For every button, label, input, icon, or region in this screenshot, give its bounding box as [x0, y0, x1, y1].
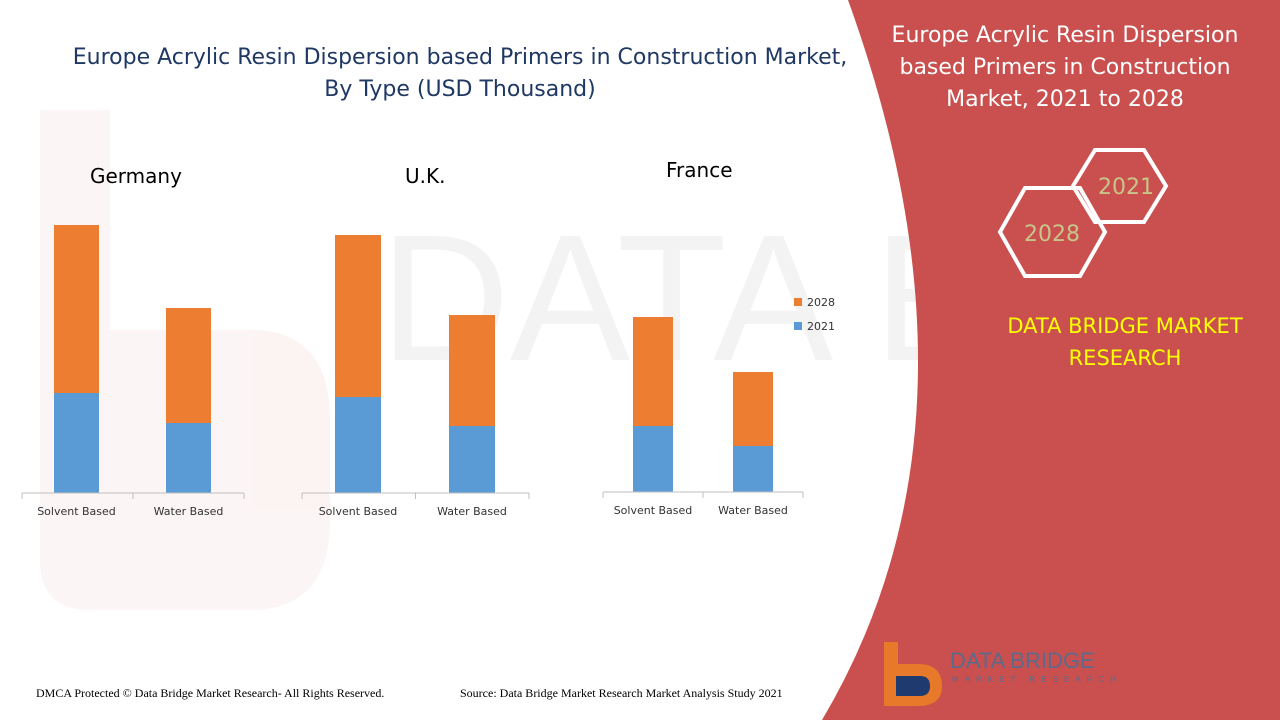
- year-2021-label: 2021: [1098, 175, 1154, 200]
- logo-name: DATA BRIDGE: [950, 648, 1095, 673]
- bar-2021: [335, 397, 381, 493]
- legend-label-2028: 2028: [807, 296, 835, 309]
- bar-2021: [633, 426, 673, 492]
- chart-3: France Solvent Based Water Based 2028 2021: [602, 158, 835, 517]
- chart-title: Europe Acrylic Resin Dispersion based Pr…: [40, 42, 880, 106]
- logo-tagline: MARKET RESEARCH: [952, 675, 1122, 684]
- bar-2028: [449, 315, 495, 426]
- chart-country-title: Germany: [90, 164, 182, 188]
- category-label: Water Based: [154, 505, 224, 518]
- bar-2021: [449, 426, 495, 493]
- bar-2021: [54, 393, 99, 493]
- bar-2021: [733, 446, 773, 492]
- category-label: Solvent Based: [37, 505, 116, 518]
- side-panel-shape: [822, 0, 1280, 720]
- logo-mark: [884, 642, 942, 706]
- copyright-notice: DMCA Protected © Data Bridge Market Rese…: [36, 686, 385, 700]
- chart-country-title: France: [666, 158, 733, 182]
- legend-swatch-2028: [794, 298, 802, 306]
- bar-2028: [633, 317, 673, 426]
- chart-2: U.K. Solvent Based Water Based: [301, 164, 530, 518]
- legend-label-2021: 2021: [807, 320, 835, 333]
- chart-title-line-2: By Type (USD Thousand): [324, 77, 596, 102]
- category-label: Solvent Based: [319, 505, 398, 518]
- bar-2028: [335, 235, 381, 397]
- bar-2028: [166, 308, 211, 423]
- year-2028-label: 2028: [1024, 222, 1080, 247]
- brand-name: DATA BRIDGE MARKET RESEARCH: [1007, 314, 1243, 370]
- charts-area: Germany Solvent Based Water Based U.K. Solve…: [21, 158, 835, 518]
- source-note: Source: Data Bridge Market Research Mark…: [460, 686, 783, 700]
- category-label: Water Based: [437, 505, 507, 518]
- side-panel-title: Europe Acrylic Resin Dispersion based Pr…: [891, 23, 1239, 112]
- bar-2028: [54, 225, 99, 393]
- hexagon-2028: 2028: [997, 186, 1108, 278]
- chart-title-line-1: Europe Acrylic Resin Dispersion based Pr…: [72, 45, 848, 70]
- legend-swatch-2021: [794, 322, 802, 330]
- bar-2028: [733, 372, 773, 446]
- chart-1: Germany Solvent Based Water Based: [21, 164, 245, 518]
- chart-country-title: U.K.: [405, 164, 445, 188]
- bar-2021: [166, 423, 211, 493]
- category-label: Solvent Based: [614, 504, 693, 517]
- category-label: Water Based: [718, 504, 788, 517]
